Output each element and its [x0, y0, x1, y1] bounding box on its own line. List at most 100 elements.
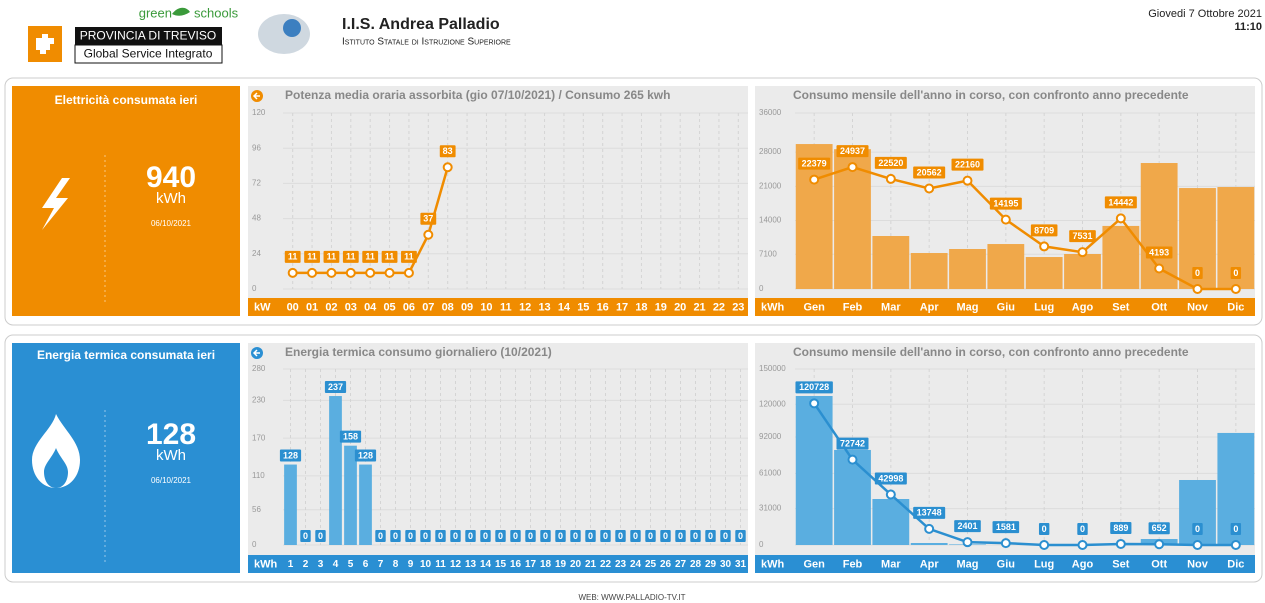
service: Global Service Integrato	[84, 47, 213, 61]
data-label-box	[954, 520, 981, 533]
data-label: 0	[393, 531, 398, 541]
x-tick-label: 19	[555, 559, 567, 570]
data-label: 0	[708, 531, 713, 541]
x-tick-label: 00	[287, 301, 299, 313]
x-tick-label: Mar	[881, 301, 901, 313]
y-tick-label: 0	[252, 284, 257, 293]
y-tick-label: 0	[252, 540, 257, 549]
x-tick-label: 03	[345, 301, 357, 313]
data-label: 0	[453, 531, 458, 541]
data-label-box	[555, 530, 566, 542]
x-tick-label: Nov	[1187, 301, 1209, 313]
data-label-box	[362, 250, 379, 263]
data-label-box	[450, 530, 461, 542]
y-tick-label: 120000	[759, 399, 786, 408]
x-tick-label: 17	[525, 559, 537, 570]
chart-title: Consumo mensile dell'anno in corso, con …	[793, 345, 1189, 359]
x-tick-label: Set	[1112, 558, 1129, 570]
data-label-box	[690, 530, 701, 542]
x-tick-label: 08	[442, 301, 454, 313]
bar	[834, 149, 871, 289]
x-axis-band	[248, 298, 748, 316]
data-label: 0	[1042, 524, 1047, 534]
x-tick-label: Dic	[1227, 301, 1244, 313]
x-tick-label: 9	[408, 559, 414, 570]
y-tick-label: 92000	[759, 432, 782, 441]
bar	[344, 445, 357, 545]
bar	[872, 236, 910, 289]
x-tick-label: Apr	[920, 301, 940, 313]
line-point	[1077, 540, 1088, 550]
back-arrow	[252, 349, 260, 357]
x-tick-label: Dic	[1227, 558, 1244, 570]
line-point	[1192, 540, 1203, 550]
line-point	[847, 162, 858, 173]
school-subtitle: Istituto Statale di Istruzione Superiore	[342, 37, 511, 48]
data-label: 11	[307, 252, 317, 262]
data-label: 0	[513, 531, 518, 541]
x-tick-label: 28	[690, 559, 702, 570]
x-tick-label: Mar	[881, 558, 901, 570]
line-point	[809, 398, 820, 409]
x-tick-label: 16	[510, 559, 522, 570]
back-arrow	[252, 92, 260, 100]
bar	[1064, 253, 1101, 289]
data-label: 72742	[840, 439, 865, 449]
x-tick-label: 15	[495, 559, 507, 570]
x-tick-label: 05	[383, 301, 395, 313]
data-label-box	[874, 156, 907, 169]
data-label-box	[913, 506, 946, 519]
x-tick-label: Ott	[1151, 558, 1167, 570]
y-tick-label: 0	[759, 284, 764, 293]
data-label: 128	[283, 450, 298, 460]
data-label: 7531	[1072, 231, 1092, 241]
x-tick-label: 04	[364, 301, 377, 313]
x-tick-label: 27	[675, 559, 687, 570]
x-tick-label: Mag	[957, 301, 979, 313]
summary-value: 128	[146, 418, 196, 451]
x-tick-label: 23	[615, 559, 627, 570]
summary-title: Elettricità consumata ieri	[55, 93, 198, 107]
data-label: 0	[528, 531, 533, 541]
school-logo	[258, 14, 310, 54]
x-tick-label: 26	[660, 559, 672, 570]
flame-icon	[32, 414, 80, 488]
data-label-box	[1030, 224, 1058, 237]
bar	[910, 253, 948, 289]
x-tick-label: 06	[403, 301, 415, 313]
data-label: 0	[723, 531, 728, 541]
data-label: 0	[543, 531, 548, 541]
x-axis-unit: kWh	[254, 558, 278, 570]
y-tick-label: 61000	[759, 469, 782, 478]
bar	[949, 249, 986, 289]
data-label: 0	[573, 531, 578, 541]
data-label-box	[615, 530, 626, 542]
data-label-box	[323, 250, 340, 263]
line-point	[809, 174, 820, 185]
x-tick-label: 21	[585, 559, 597, 570]
data-label-box	[339, 430, 362, 443]
data-label: 8709	[1034, 225, 1054, 235]
y-tick-label: 150000	[759, 364, 786, 373]
x-tick-label: Giu	[997, 301, 1015, 313]
data-label: 0	[618, 531, 623, 541]
x-tick-label: 23	[732, 301, 744, 313]
data-label: 11	[346, 252, 356, 262]
line-point	[442, 162, 453, 173]
data-label-box	[420, 530, 431, 542]
x-tick-label: 7	[378, 559, 384, 570]
line	[813, 402, 1236, 547]
data-label-box	[1104, 196, 1137, 209]
data-label-box	[630, 530, 641, 542]
data-label-box	[324, 381, 347, 394]
data-label: 0	[558, 531, 563, 541]
data-label: 11	[385, 252, 395, 262]
data-label: 0	[693, 531, 698, 541]
x-tick-label: 12	[519, 301, 531, 313]
bar	[329, 396, 342, 545]
data-label-box	[465, 530, 476, 542]
data-label: 11	[288, 252, 298, 262]
data-label-box	[420, 212, 437, 225]
x-tick-label: Set	[1112, 301, 1129, 313]
summary-title: Energia termica consumata ieri	[37, 348, 215, 362]
